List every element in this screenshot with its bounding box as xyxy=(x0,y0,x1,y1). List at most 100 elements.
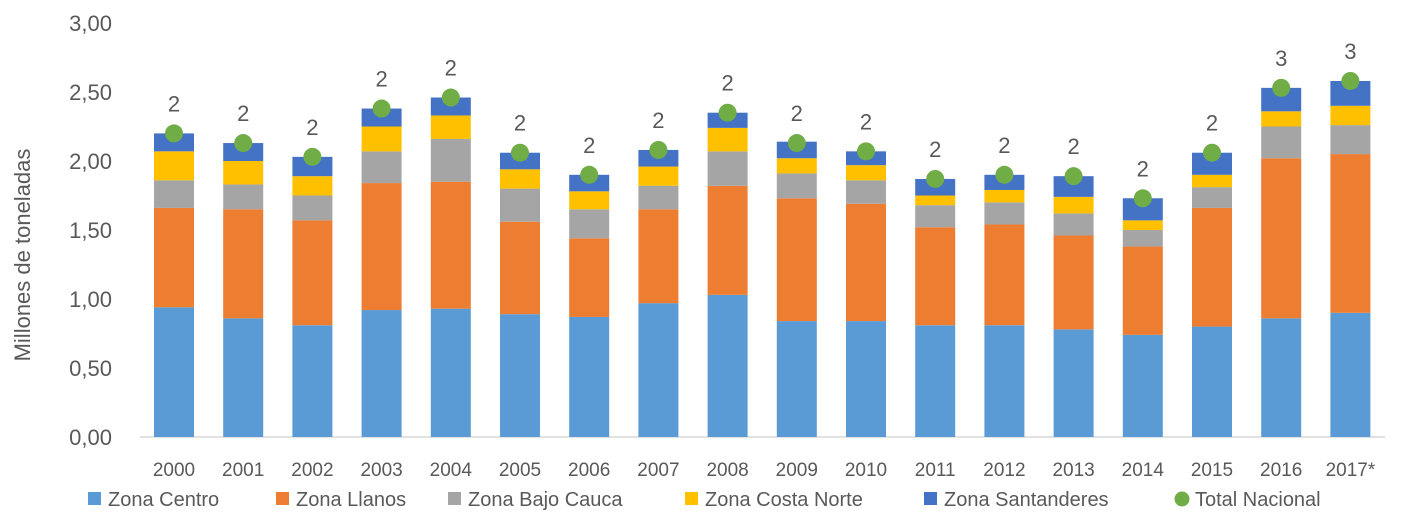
bar-segment-zona-centro xyxy=(430,308,471,437)
bar-segment-zona-bajo-cauca xyxy=(361,151,402,184)
bar-segment-zona-bajo-cauca xyxy=(1122,230,1163,247)
y-tick-label: 0,00 xyxy=(69,425,112,450)
bar-segment-zona-bajo-cauca xyxy=(500,188,540,222)
bar-segment-zona-centro xyxy=(1053,329,1094,437)
x-tick-label: 2001 xyxy=(222,460,264,481)
bar-segment-zona-costa-norte xyxy=(1192,174,1232,188)
bar-segment-zona-bajo-cauca xyxy=(846,180,886,204)
total-marker xyxy=(441,88,460,107)
total-marker xyxy=(1064,167,1083,186)
total-marker xyxy=(1341,71,1360,90)
total-data-label: 2 xyxy=(1206,111,1218,136)
bar-segment-zona-costa-norte xyxy=(154,151,194,181)
bar-segment-zona-costa-norte xyxy=(984,189,1025,203)
total-data-label: 3 xyxy=(1344,39,1356,64)
total-marker xyxy=(926,169,945,188)
x-tick-label: 2002 xyxy=(291,460,333,481)
bar-segment-zona-bajo-cauca xyxy=(430,138,471,182)
x-tick-label: 2003 xyxy=(360,460,402,481)
legend-swatch xyxy=(1174,491,1190,507)
total-marker xyxy=(303,147,322,166)
legend-swatch xyxy=(88,492,101,505)
total-data-label: 2 xyxy=(514,111,526,136)
total-marker xyxy=(857,142,875,161)
bar-segment-zona-llanos xyxy=(984,224,1025,326)
bar-segment-zona-llanos xyxy=(223,209,264,319)
bar-segment-zona-llanos xyxy=(776,198,817,322)
x-tick-label: 2012 xyxy=(983,460,1025,481)
bar-segment-zona-costa-norte xyxy=(223,161,264,185)
total-data-label: 2 xyxy=(445,56,457,81)
bar-segment-zona-santanderes xyxy=(1261,87,1302,112)
bar-segment-zona-santanderes xyxy=(292,156,333,177)
bar-segment-zona-costa-norte xyxy=(1261,111,1302,127)
bar-segment-zona-centro xyxy=(154,307,194,437)
total-data-label: 2 xyxy=(168,91,180,116)
total-marker xyxy=(649,140,668,159)
bar-segment-zona-costa-norte xyxy=(1330,105,1371,126)
bar-segment-zona-centro xyxy=(1192,326,1232,437)
x-tick-label: 2008 xyxy=(706,460,748,481)
bar-segment-zona-llanos xyxy=(707,185,748,295)
y-tick-label: 2,50 xyxy=(69,80,112,105)
bar-segment-zona-santanderes xyxy=(1122,198,1163,221)
total-data-label: 2 xyxy=(791,101,803,126)
x-tick-label: 2011 xyxy=(915,460,956,481)
total-marker xyxy=(1272,78,1291,97)
x-tick-label: 2000 xyxy=(153,460,195,481)
x-tick-label: 2017* xyxy=(1326,460,1376,481)
x-tick-label: 2016 xyxy=(1260,460,1302,481)
total-marker xyxy=(787,134,806,153)
x-tick-label: 2009 xyxy=(776,460,818,481)
bar-segment-zona-centro xyxy=(1261,318,1302,437)
bar-segment-zona-centro xyxy=(1330,312,1371,437)
bar-segment-zona-bajo-cauca xyxy=(569,209,610,239)
bar-segment-zona-costa-norte xyxy=(1053,196,1094,214)
bar-segment-zona-centro xyxy=(638,303,679,437)
bar-segment-zona-bajo-cauca xyxy=(1330,125,1371,155)
legend-label: Zona Santanderes xyxy=(944,489,1109,511)
total-marker xyxy=(165,124,183,143)
x-tick-label: 2005 xyxy=(499,460,541,481)
total-data-label: 2 xyxy=(583,133,595,158)
legend-label: Zona Llanos xyxy=(296,489,406,511)
x-tick-label: 2007 xyxy=(637,460,679,481)
bar-segment-zona-santanderes xyxy=(1053,176,1094,197)
bar-segment-zona-llanos xyxy=(1122,246,1163,335)
bar-segment-zona-costa-norte xyxy=(776,158,817,174)
bar-segment-zona-llanos xyxy=(638,209,679,304)
bar-segment-zona-centro xyxy=(223,318,264,437)
bar-segment-zona-centro xyxy=(984,325,1025,437)
legend-swatch xyxy=(448,492,461,505)
y-axis-title: Millones de toneladas xyxy=(10,149,35,362)
bar-segment-zona-bajo-cauca xyxy=(776,173,817,199)
bar-segment-zona-costa-norte xyxy=(915,195,956,206)
legend-label: Total Nacional xyxy=(1195,489,1321,511)
bar-segment-zona-bajo-cauca xyxy=(915,205,956,228)
total-data-label: 3 xyxy=(1275,46,1287,71)
total-markers: 2 2 2 2 2 2 2 2 2 2 2 2 2 2 2 2 3 3 xyxy=(165,39,1360,208)
bar-segment-zona-costa-norte xyxy=(292,176,333,196)
bar-segment-zona-llanos xyxy=(154,207,194,308)
bar-segment-zona-llanos xyxy=(361,183,402,311)
total-marker xyxy=(234,134,253,153)
bar-segment-zona-bajo-cauca xyxy=(638,185,679,210)
bar-segment-zona-costa-norte xyxy=(569,191,610,210)
y-axis-ticks: 0,00 0,50 1,00 1,50 2,00 2,50 3,00 xyxy=(69,11,112,450)
y-tick-label: 1,00 xyxy=(69,287,112,312)
bar-segment-zona-costa-norte xyxy=(430,115,471,139)
y-axis-label-group: Millones de toneladas xyxy=(10,149,35,362)
total-data-label: 2 xyxy=(237,101,249,126)
total-marker xyxy=(995,165,1014,184)
bar-segment-zona-centro xyxy=(915,325,956,437)
total-data-label: 2 xyxy=(652,108,664,133)
x-tick-label: 2010 xyxy=(845,460,887,481)
x-axis-tick-labels: 2000 2001 2002 2003 2004 2005 2006 2007 2008 2009… xyxy=(153,460,1376,481)
bar-segment-zona-bajo-cauca xyxy=(154,180,194,208)
total-data-label: 2 xyxy=(998,133,1010,158)
bar-segment-zona-costa-norte xyxy=(500,169,540,189)
legend-label: Zona Centro xyxy=(108,489,219,511)
bar-segment-zona-llanos xyxy=(569,238,610,317)
bar-segment-zona-costa-norte xyxy=(638,166,679,186)
